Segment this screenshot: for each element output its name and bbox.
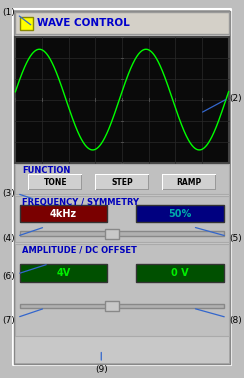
Bar (20, 231, 224, 236)
Bar (20, 17, 33, 30)
Bar (29, 175, 82, 190)
Bar (15, 164, 229, 194)
Bar (15, 12, 229, 34)
Bar (15, 244, 229, 336)
Bar (15, 12, 229, 34)
Bar (15, 164, 229, 194)
Text: (4): (4) (2, 234, 15, 243)
Bar (136, 205, 224, 222)
Bar (96, 175, 148, 189)
Bar (105, 301, 119, 311)
Bar (163, 175, 216, 190)
Text: (1): (1) (2, 8, 15, 17)
Bar (20, 205, 107, 222)
Text: (6): (6) (2, 272, 15, 281)
Text: 4V: 4V (56, 268, 71, 278)
Bar (163, 175, 215, 189)
Bar (29, 175, 81, 189)
Bar (15, 196, 229, 242)
Bar (20, 304, 224, 308)
Text: (8): (8) (229, 316, 242, 325)
Bar (136, 264, 224, 282)
Bar (28, 174, 82, 190)
Text: STEP: STEP (111, 178, 133, 187)
Bar (15, 196, 229, 242)
Text: (7): (7) (2, 316, 15, 325)
Text: (2): (2) (229, 94, 242, 103)
Text: WAVE CONTROL: WAVE CONTROL (37, 19, 130, 28)
Bar (20, 264, 107, 282)
Bar (15, 37, 229, 163)
Text: (9): (9) (95, 365, 108, 374)
Text: RAMP: RAMP (176, 178, 201, 187)
Bar (105, 229, 119, 239)
Text: 0 V: 0 V (171, 268, 189, 278)
Text: 50%: 50% (168, 209, 192, 218)
Text: (5): (5) (229, 234, 242, 243)
Text: FUNCTION: FUNCTION (22, 166, 70, 175)
Bar (15, 244, 229, 336)
Bar (95, 174, 149, 190)
Text: TONE: TONE (43, 178, 67, 187)
Bar (15, 11, 229, 363)
Text: (3): (3) (2, 189, 15, 198)
Bar (13, 9, 231, 365)
Bar (162, 174, 216, 190)
Text: FREQUENCY / SYMMETRY: FREQUENCY / SYMMETRY (22, 198, 139, 207)
Text: AMPLITUDE / DC OFFSET: AMPLITUDE / DC OFFSET (22, 246, 137, 255)
Bar (96, 175, 149, 190)
Text: 4kHz: 4kHz (50, 209, 77, 218)
